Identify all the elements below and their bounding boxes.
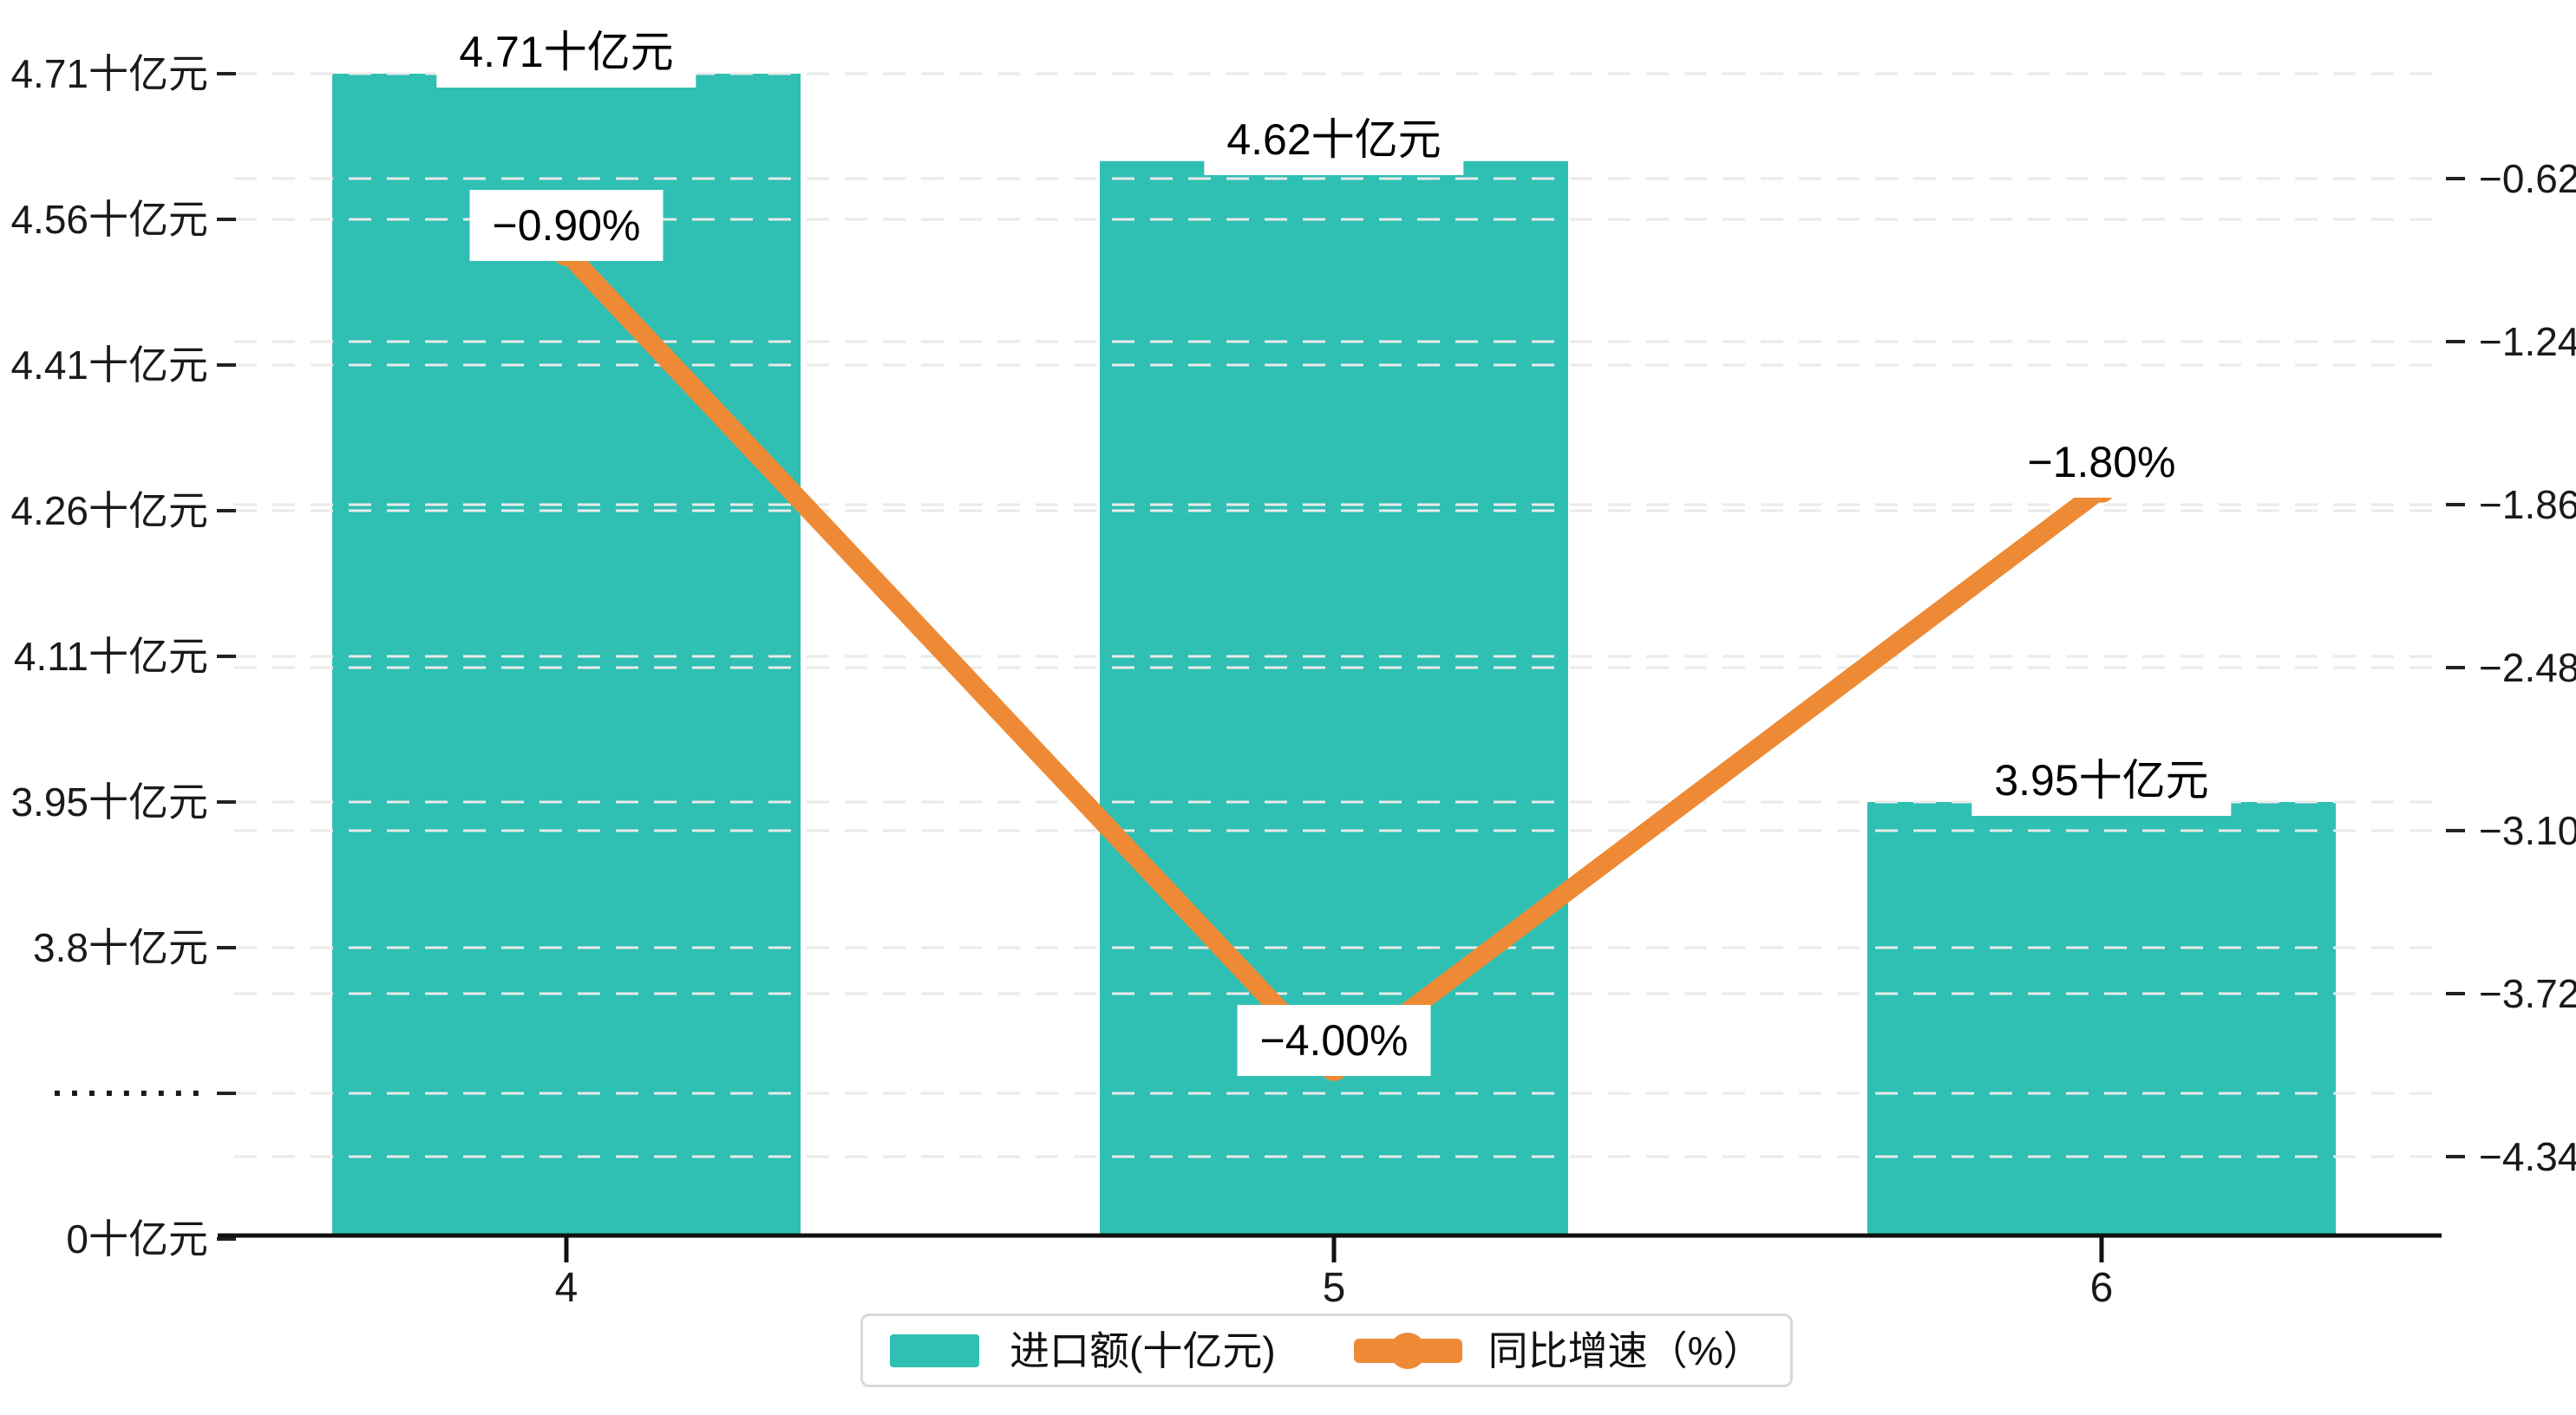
line-value-label: −0.90% <box>469 189 664 261</box>
bar-series-swatch-icon <box>890 1333 979 1367</box>
left-axis-label: 3.8十亿元 <box>33 925 208 970</box>
line-series-marker-icon <box>1353 1332 1462 1369</box>
left-axis-label: 4.11十亿元 <box>13 634 208 679</box>
right-axis-label: −3.10 <box>2479 808 2576 853</box>
right-axis-label: −1.24 <box>2479 319 2576 364</box>
left-axis-label: 3.95十亿元 <box>10 779 208 825</box>
legend-item-import-amount[interactable]: 进口额(十亿元) <box>890 1331 1276 1371</box>
right-axis-label: −2.48 <box>2479 645 2576 690</box>
right-axis-label: −0.62 <box>2479 156 2576 201</box>
x-axis-label-6: 6 <box>2089 1265 2114 1311</box>
x-axis-label-5: 5 <box>1322 1265 1346 1311</box>
legend-item-yoy-growth[interactable]: 同比增速（%） <box>1353 1327 1763 1373</box>
bar-category-4[interactable] <box>332 74 801 1236</box>
right-axis-label: −1.86 <box>2479 482 2576 527</box>
left-axis-label: 0十亿元 <box>66 1216 208 1262</box>
left-axis-break-label: ········· <box>52 1073 208 1113</box>
left-axis-label: 4.56十亿元 <box>10 197 208 242</box>
bar-value-label: 4.62十亿元 <box>1204 103 1464 175</box>
legend-label-import-amount: 进口额(十亿元) <box>1010 1327 1276 1373</box>
left-axis-label: 4.71十亿元 <box>10 51 208 96</box>
left-axis-label: 4.41十亿元 <box>10 342 208 388</box>
line-value-label: −4.00% <box>1237 1004 1431 1076</box>
right-axis-label: −3.72 <box>2479 971 2576 1016</box>
right-axis-label: −4.34 <box>2479 1134 2576 1179</box>
legend: 进口额(十亿元) 同比增速（%） <box>860 1314 1793 1387</box>
bar-value-label: 4.71十亿元 <box>436 16 696 88</box>
legend-label-yoy-growth: 同比增速（%） <box>1487 1327 1763 1373</box>
left-axis-label: 4.26十亿元 <box>10 488 208 533</box>
line-value-label: −1.80% <box>2004 426 2199 498</box>
line-marker-dot-icon <box>1389 1332 1427 1369</box>
x-axis-label-4: 4 <box>554 1265 579 1311</box>
bar-value-label: 3.95十亿元 <box>1971 745 2232 816</box>
bar-category-6[interactable] <box>1867 802 2336 1236</box>
